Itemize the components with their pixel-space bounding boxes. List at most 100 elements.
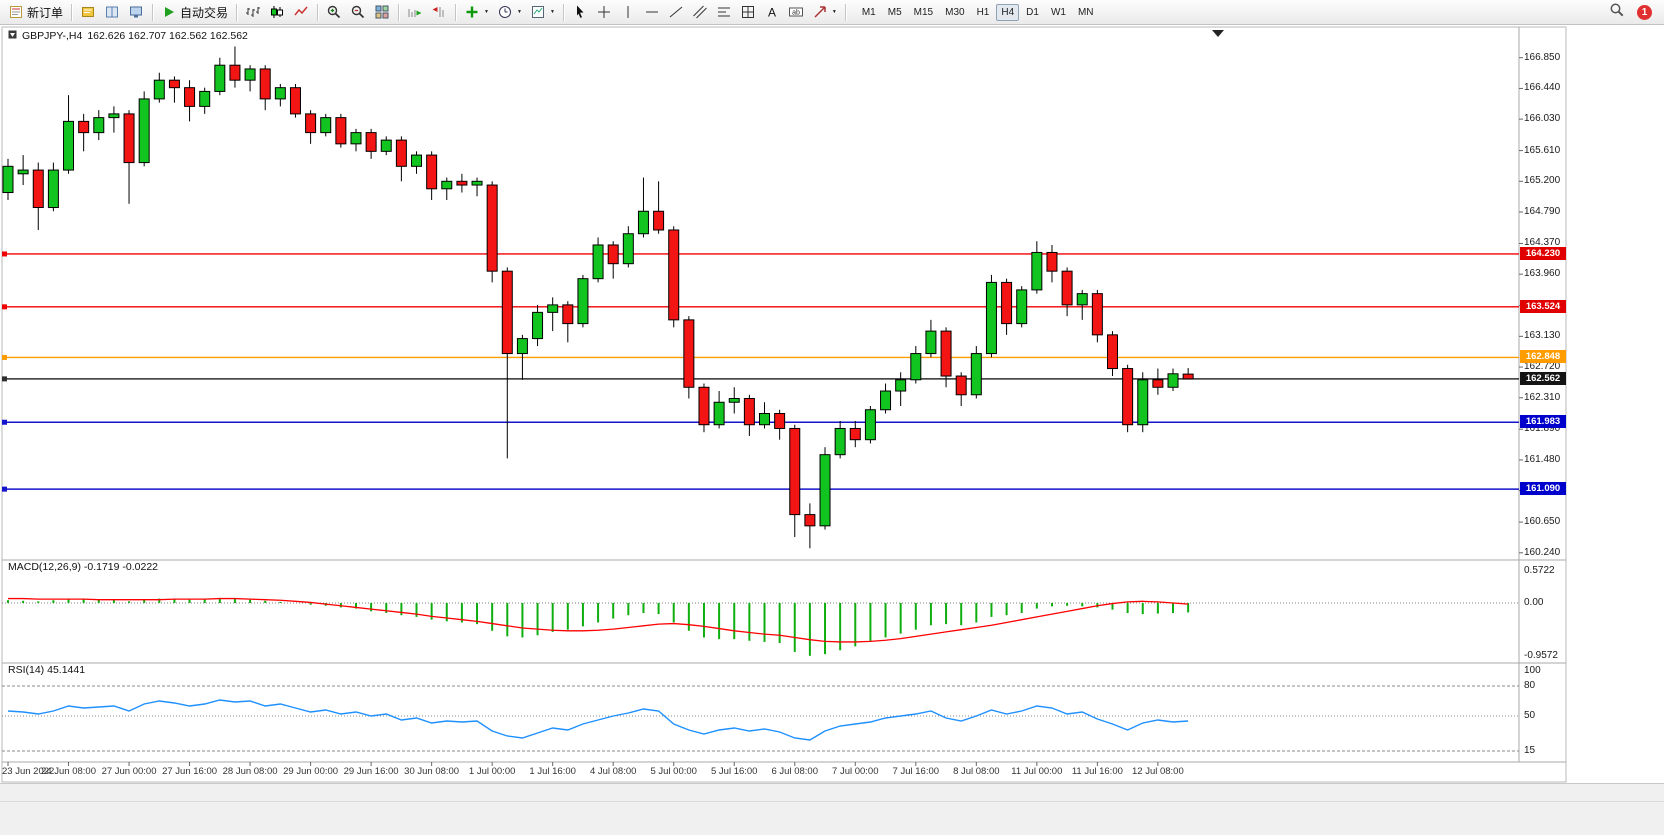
candle	[1076, 289, 1088, 320]
candle	[259, 65, 271, 111]
timeframe-h1-button[interactable]: H1	[976, 6, 990, 18]
chart-shift-icon	[431, 4, 447, 20]
macd-values: -0.1719 -0.0222	[83, 561, 159, 573]
candle	[607, 241, 619, 279]
line-handle[interactable]	[2, 419, 7, 425]
line-handle[interactable]	[2, 354, 7, 360]
indicators-button[interactable]: ▼	[460, 1, 493, 24]
auto-trading-button-label: 自动交易	[180, 5, 229, 20]
bar-chart-button[interactable]	[241, 1, 265, 24]
candle	[970, 346, 982, 399]
auto-trading-button[interactable]: 自动交易	[157, 1, 232, 24]
candle	[925, 319, 937, 358]
candle	[1046, 244, 1058, 283]
line-chart-button[interactable]	[289, 1, 313, 24]
dropdown-caret-icon[interactable]: ▼	[549, 9, 555, 15]
horizontal-line[interactable]	[2, 486, 1519, 492]
svg-text:A: A	[768, 6, 776, 20]
candle	[532, 304, 544, 347]
horizontal-line[interactable]	[2, 354, 1519, 360]
timeframe-w1-button[interactable]: W1	[1050, 6, 1066, 18]
horizontal-line[interactable]	[2, 304, 1519, 310]
line-handle[interactable]	[2, 486, 7, 492]
chart-title: GBPJPY-,H4 162.626 162.707 162.562 162.5…	[8, 30, 248, 42]
new-order-icon	[8, 4, 24, 20]
status-strip	[0, 783, 1664, 835]
horizontal-line-icon	[644, 4, 660, 20]
timeframe-m5-button[interactable]: M5	[887, 6, 902, 18]
candle	[153, 72, 165, 103]
rsi-line	[7, 699, 1189, 741]
text-icon: A	[764, 4, 780, 20]
crosshair-icon	[596, 4, 612, 20]
zoom-out-button[interactable]	[346, 1, 370, 24]
candle	[789, 424, 801, 538]
timeframe-m1-button[interactable]: M1	[861, 6, 876, 18]
auto-scroll-button[interactable]	[403, 1, 427, 24]
horizontal-line[interactable]	[2, 376, 1519, 382]
candle	[864, 405, 876, 444]
trendline-icon	[668, 4, 684, 20]
dropdown-caret-icon[interactable]: ▼	[484, 9, 489, 15]
candle	[32, 162, 44, 230]
channel-button[interactable]	[688, 1, 712, 24]
timeframe-m15-button[interactable]: M15	[913, 6, 934, 18]
candle	[1122, 364, 1134, 433]
cursor-button[interactable]	[568, 1, 592, 24]
new-order-button-label: 新订单	[27, 5, 64, 20]
timeframe-d1-button[interactable]: D1	[1026, 6, 1039, 18]
candle	[516, 334, 528, 380]
text-label-button[interactable]: ab	[784, 1, 808, 24]
candle	[184, 80, 196, 122]
line-handle[interactable]	[2, 376, 7, 382]
candle	[895, 372, 907, 406]
candle	[1091, 289, 1103, 343]
zoom-in-button[interactable]	[322, 1, 346, 24]
candle	[637, 177, 649, 238]
chart-shift-button[interactable]	[427, 1, 451, 24]
candle	[577, 274, 589, 328]
notification-badge[interactable]: 1	[1637, 4, 1652, 20]
timeframe-mn-button[interactable]: MN	[1077, 6, 1094, 18]
crosshair-button[interactable]	[592, 1, 616, 24]
macd-signal-line	[8, 597, 1189, 643]
vertical-line-button[interactable]	[616, 1, 640, 24]
candle	[910, 346, 922, 384]
search-icon[interactable]	[1609, 2, 1625, 23]
candle	[759, 402, 770, 429]
candle	[320, 113, 332, 137]
horizontal-line-button[interactable]	[640, 1, 664, 24]
navigator-button[interactable]	[124, 1, 148, 24]
dropdown-caret-icon[interactable]: ▼	[831, 9, 837, 15]
trendline-button[interactable]	[664, 1, 688, 24]
market-watch-button[interactable]	[100, 1, 124, 24]
grid-button[interactable]	[736, 1, 760, 24]
dropdown-caret-icon[interactable]: ▼	[516, 9, 522, 15]
arrows-button[interactable]: ▼	[808, 1, 841, 24]
candle	[380, 136, 392, 156]
toolbar-separator	[71, 3, 73, 21]
candle	[562, 301, 574, 343]
candle	[93, 110, 105, 141]
periods-button[interactable]: ▼	[493, 1, 526, 24]
timeframe-m30-button[interactable]: M30	[945, 6, 965, 18]
chart-shift-marker-icon[interactable]	[1212, 30, 1224, 37]
new-order-button[interactable]: 新订单	[4, 1, 67, 24]
line-handle[interactable]	[2, 304, 7, 310]
timeframe-h4-button[interactable]: H4	[996, 3, 1020, 21]
horizontal-line[interactable]	[2, 251, 1519, 257]
templates-button[interactable]: ▼	[526, 1, 559, 24]
text-button[interactable]: A	[760, 1, 784, 24]
timeframe-toolbar: M1 M5 M15 M30 H1 H4 D1 W1 MN	[856, 3, 1100, 21]
candle	[168, 76, 180, 103]
candle	[2, 158, 14, 201]
tile-windows-button[interactable]	[370, 1, 394, 24]
fibonacci-button[interactable]	[712, 1, 736, 24]
candlestick-chart-button[interactable]	[265, 1, 289, 24]
line-handle[interactable]	[2, 251, 7, 257]
candle	[1031, 241, 1043, 294]
candle	[940, 327, 952, 388]
metaeditor-button[interactable]	[76, 1, 100, 24]
candle	[108, 106, 120, 133]
